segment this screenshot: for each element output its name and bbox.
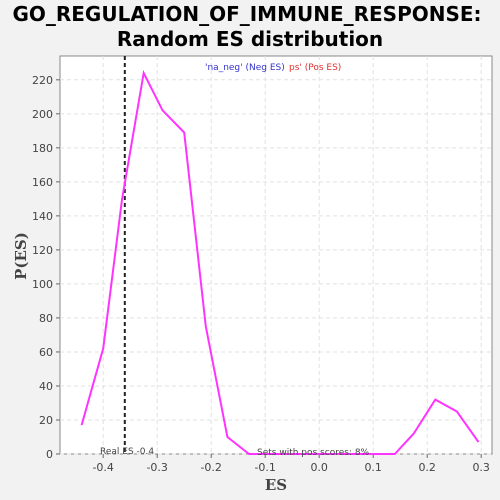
y-tick-label: 0: [46, 448, 53, 461]
legend-neg-label: 'na_neg' (Neg ES): [205, 63, 285, 73]
y-tick-label: 220: [32, 74, 53, 87]
x-tick-label: 0.1: [364, 461, 382, 474]
y-tick-label: 60: [39, 346, 53, 359]
chart-title-line1: GO_REGULATION_OF_IMMUNE_RESPONSE:: [12, 2, 481, 26]
y-tick-label: 200: [32, 108, 53, 121]
x-tick-label: -0.4: [92, 461, 113, 474]
x-tick-label: -0.3: [146, 461, 167, 474]
es-distribution-line: [80, 69, 480, 455]
legend-pos-label: ps' (Pos ES): [289, 63, 341, 73]
y-axis-ticks: 0 20 40 60 80 100 120 140 160 180 200 220: [32, 74, 60, 461]
plot-area: [59, 55, 493, 455]
pos-scores-annotation: Sets with pos scores: 8%: [257, 448, 370, 458]
x-tick-label: 0.0: [310, 461, 328, 474]
x-axis-label: ES: [265, 476, 287, 494]
y-tick-label: 180: [32, 142, 53, 155]
grid: [60, 56, 492, 455]
x-axis-ticks: -0.4 -0.3 -0.2 -0.1 0.0 0.1 0.2 0.3: [92, 454, 490, 474]
y-tick-label: 140: [32, 210, 53, 223]
y-tick-label: 120: [32, 244, 53, 257]
y-tick-label: 20: [39, 414, 53, 427]
x-tick-label: 0.2: [418, 461, 436, 474]
y-tick-label: 80: [39, 312, 53, 325]
real-es-annotation: Real ES -0.4: [100, 447, 154, 457]
x-tick-label: -0.2: [200, 461, 221, 474]
chart-title-line2: Random ES distribution: [117, 27, 383, 51]
x-tick-label: -0.1: [254, 461, 275, 474]
y-axis-label: P(ES): [12, 232, 30, 280]
y-tick-label: 100: [32, 278, 53, 291]
x-tick-label: 0.3: [472, 461, 490, 474]
y-tick-label: 40: [39, 380, 53, 393]
y-tick-label: 160: [32, 176, 53, 189]
